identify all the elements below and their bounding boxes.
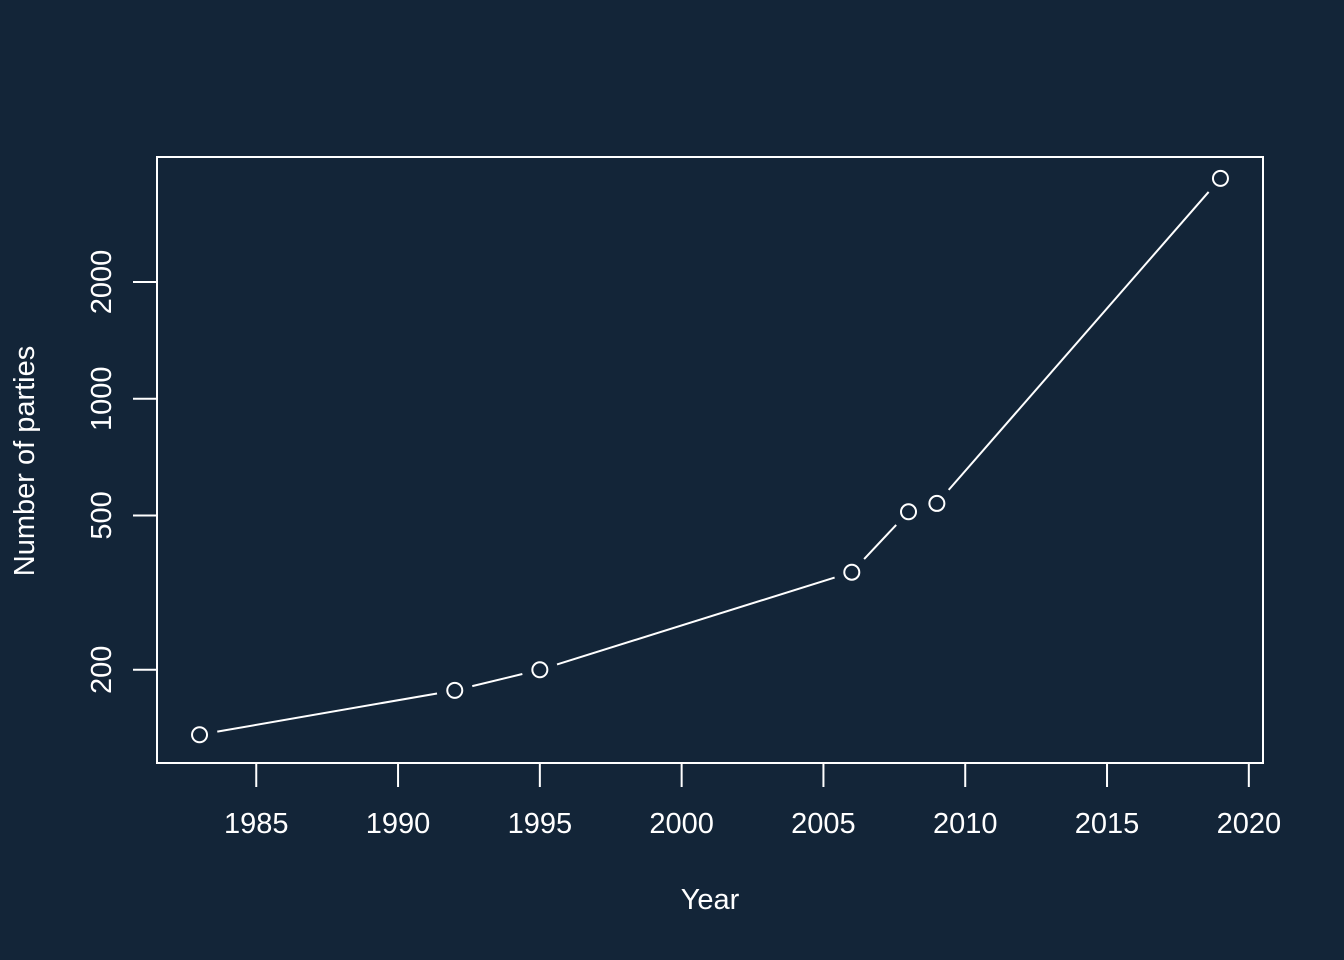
y-tick-label: 1000 (86, 366, 118, 431)
series-line-segment (472, 673, 523, 688)
data-point (900, 503, 918, 521)
data-point (928, 494, 946, 512)
y-tick-label: 200 (86, 646, 118, 694)
series-line-segment (556, 576, 835, 666)
series-line-segment (947, 191, 1210, 491)
data-point (1211, 169, 1229, 187)
x-tick-label: 2000 (649, 808, 714, 840)
x-tick-label: 1990 (366, 808, 431, 840)
x-tick-label: 2010 (933, 808, 998, 840)
y-tick-label: 500 (86, 491, 118, 539)
series-line-segment (217, 692, 438, 733)
x-tick-label: 2020 (1217, 808, 1282, 840)
x-tick-label: 1985 (224, 808, 289, 840)
x-axis: 1985 1990 1995 2000 2005 2010 2015 2020 (224, 762, 1282, 840)
x-tick-label: 2005 (791, 808, 856, 840)
y-axis-label: Number of parties (9, 346, 41, 577)
x-tick-label: 2015 (1075, 808, 1140, 840)
data-point (446, 681, 464, 699)
data-point (843, 563, 861, 581)
data-point (191, 726, 209, 744)
y-tick-label: 2000 (86, 250, 118, 315)
data-point (531, 661, 549, 679)
x-tick-label: 1995 (508, 808, 573, 840)
data-series (191, 169, 1229, 744)
x-axis-label: Year (681, 884, 740, 916)
series-line-segment (863, 524, 897, 560)
y-axis: 200 500 1000 2000 (86, 250, 158, 694)
